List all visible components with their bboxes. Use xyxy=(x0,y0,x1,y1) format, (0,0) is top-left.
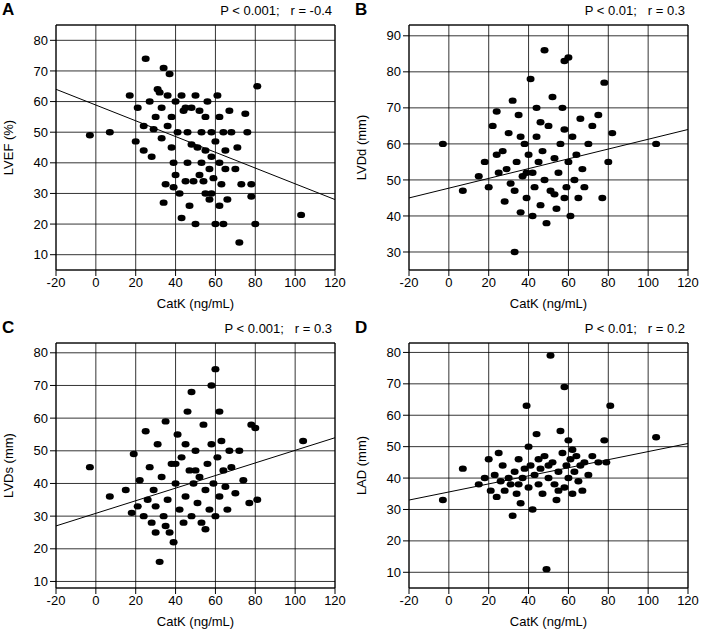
html-text:P < 0.001; r = -0.4: P < 0.001; r = -0.4 xyxy=(220,3,332,18)
svg-text:60: 60 xyxy=(208,275,222,290)
svg-text:30: 30 xyxy=(34,186,48,201)
svg-text:100: 100 xyxy=(284,593,306,608)
svg-text:-20: -20 xyxy=(400,593,419,608)
svg-text:60: 60 xyxy=(561,593,575,608)
svg-text:20: 20 xyxy=(387,533,401,548)
svg-text:60: 60 xyxy=(34,411,48,426)
svg-text:30: 30 xyxy=(387,245,401,260)
svg-text:20: 20 xyxy=(34,217,48,232)
svg-text:100: 100 xyxy=(637,593,659,608)
svg-text:0: 0 xyxy=(92,593,99,608)
svg-text:120: 120 xyxy=(324,593,346,608)
svg-text:40: 40 xyxy=(34,476,48,491)
svg-text:80: 80 xyxy=(387,64,401,79)
html-text:C: C xyxy=(2,318,15,337)
svg-text:50: 50 xyxy=(34,125,48,140)
svg-text:40: 40 xyxy=(34,155,48,170)
svg-text:0: 0 xyxy=(445,593,452,608)
svg-text:50: 50 xyxy=(34,443,48,458)
svg-text:CatK (ng/mL): CatK (ng/mL) xyxy=(157,614,234,629)
svg-text:10: 10 xyxy=(34,574,48,589)
svg-text:LAD (mm): LAD (mm) xyxy=(354,436,369,495)
svg-text:LVDd (mm): LVDd (mm) xyxy=(354,115,369,180)
svg-text:120: 120 xyxy=(677,593,697,608)
svg-text:50: 50 xyxy=(387,173,401,188)
svg-text:20: 20 xyxy=(128,275,142,290)
svg-text:CatK (ng/mL): CatK (ng/mL) xyxy=(157,296,234,311)
svg-text:10: 10 xyxy=(387,565,401,580)
svg-text:80: 80 xyxy=(34,345,48,360)
svg-text:80: 80 xyxy=(34,33,48,48)
svg-text:80: 80 xyxy=(601,593,615,608)
svg-text:CatK (ng/mL): CatK (ng/mL) xyxy=(510,614,587,629)
svg-text:0: 0 xyxy=(445,275,452,290)
html-text:B: B xyxy=(355,0,368,19)
svg-text:20: 20 xyxy=(128,593,142,608)
svg-text:50: 50 xyxy=(387,439,401,454)
svg-text:40: 40 xyxy=(521,275,535,290)
html-text:D: D xyxy=(355,318,368,337)
svg-text:LVDs (mm): LVDs (mm) xyxy=(8,433,16,498)
svg-text:80: 80 xyxy=(601,275,615,290)
svg-text:LVEF (%): LVEF (%) xyxy=(8,120,16,175)
svg-text:0: 0 xyxy=(92,275,99,290)
svg-text:120: 120 xyxy=(677,275,697,290)
svg-text:40: 40 xyxy=(168,593,182,608)
svg-text:40: 40 xyxy=(387,209,401,224)
svg-text:-20: -20 xyxy=(400,275,419,290)
html-text:P < 0.001; r = 0.3: P < 0.001; r = 0.3 xyxy=(224,321,332,336)
svg-text:70: 70 xyxy=(387,100,401,115)
svg-text:20: 20 xyxy=(34,541,48,556)
svg-text:120: 120 xyxy=(324,275,346,290)
svg-text:20: 20 xyxy=(481,593,495,608)
html-text:P < 0.01; r = 0.2: P < 0.01; r = 0.2 xyxy=(584,321,685,336)
svg-text:-20: -20 xyxy=(47,275,66,290)
svg-text:60: 60 xyxy=(34,94,48,109)
svg-text:60: 60 xyxy=(208,593,222,608)
svg-text:100: 100 xyxy=(284,275,306,290)
svg-text:40: 40 xyxy=(168,275,182,290)
html-text:A: A xyxy=(2,0,15,19)
svg-text:60: 60 xyxy=(387,408,401,423)
svg-text:70: 70 xyxy=(34,378,48,393)
svg-text:80: 80 xyxy=(248,275,262,290)
svg-text:70: 70 xyxy=(34,64,48,79)
svg-text:-20: -20 xyxy=(47,593,66,608)
svg-text:40: 40 xyxy=(387,471,401,486)
svg-text:10: 10 xyxy=(34,247,48,262)
svg-text:70: 70 xyxy=(387,376,401,391)
svg-text:30: 30 xyxy=(34,509,48,524)
svg-text:60: 60 xyxy=(561,275,575,290)
svg-text:100: 100 xyxy=(637,275,659,290)
svg-text:40: 40 xyxy=(521,593,535,608)
svg-text:90: 90 xyxy=(387,28,401,43)
svg-text:20: 20 xyxy=(481,275,495,290)
svg-text:60: 60 xyxy=(387,137,401,152)
svg-text:CatK (ng/mL): CatK (ng/mL) xyxy=(510,296,587,311)
svg-text:30: 30 xyxy=(387,502,401,517)
svg-text:80: 80 xyxy=(248,593,262,608)
html-text:P < 0.01; r = 0.3: P < 0.01; r = 0.3 xyxy=(584,3,685,18)
svg-text:80: 80 xyxy=(387,345,401,360)
